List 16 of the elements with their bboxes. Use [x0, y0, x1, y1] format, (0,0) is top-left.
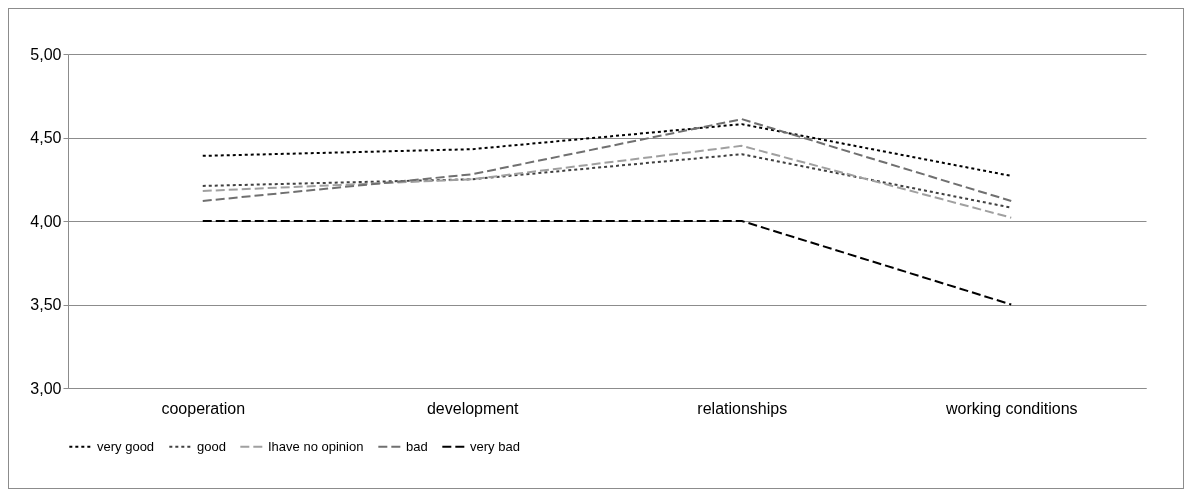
x-tick-label: relationships [697, 399, 788, 417]
y-tick-label: 3,50 [30, 296, 62, 313]
x-tick-label: working conditions [944, 399, 1078, 417]
legend-label: good [197, 438, 226, 454]
legend-label: bad [406, 438, 428, 454]
line-series [201, 123, 1013, 177]
x-tick-label: cooperation [161, 399, 246, 417]
y-tick-label: 5,00 [30, 45, 62, 63]
y-tick-label: 3,00 [30, 379, 62, 397]
x-tick-label: development [426, 399, 520, 417]
legend-label: Ihave no opinion [268, 438, 364, 454]
y-tick-label: 4,00 [30, 212, 62, 230]
legend-label: very good [97, 438, 155, 454]
y-tick-label: 4,50 [30, 129, 62, 146]
line-series [201, 144, 1013, 219]
legend-label: very bad [470, 438, 520, 454]
